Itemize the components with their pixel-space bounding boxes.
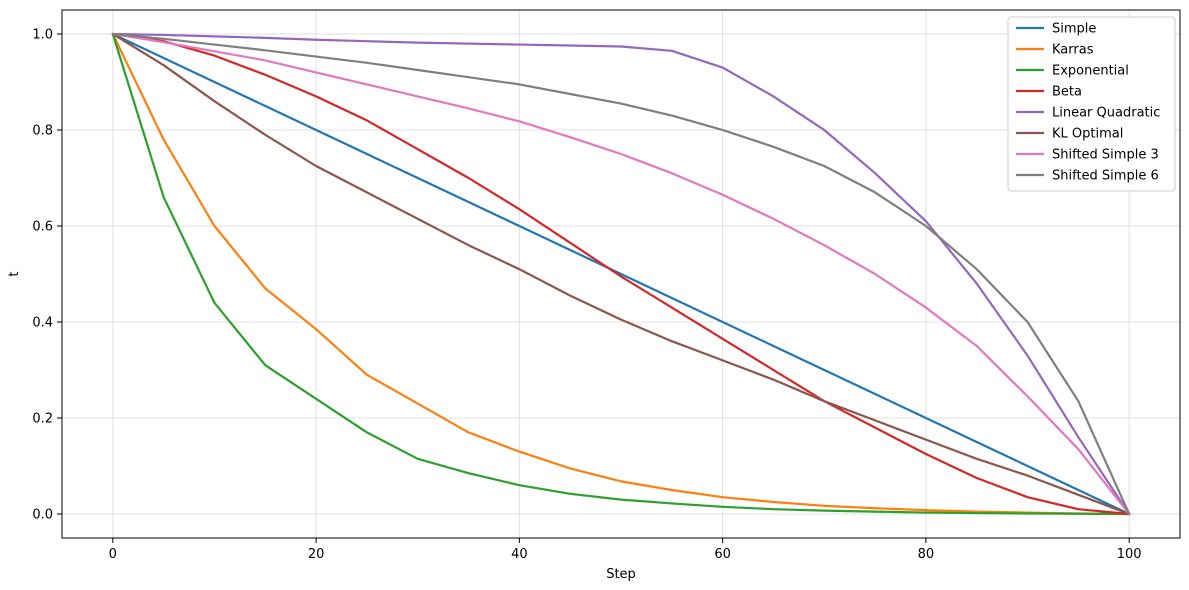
x-tick-label: 0 [109, 547, 117, 562]
x-axis-label: Step [606, 567, 636, 582]
series-line-shifted-simple-3 [111, 32, 1131, 516]
legend-label: Shifted Simple 6 [1052, 169, 1159, 184]
legend-box [1007, 16, 1176, 192]
legend-label: Linear Quadratic [1052, 106, 1160, 121]
series-line-linear-quadratic [111, 32, 1131, 516]
series-line-shifted-simple-6 [111, 32, 1131, 516]
x-tick-label: 100 [1117, 547, 1142, 562]
legend-label: Karras [1052, 43, 1094, 58]
y-tick-label: 0.4 [32, 316, 53, 331]
plot-frame [61, 9, 1181, 539]
x-axis: 0 20 40 60 80 100 [109, 538, 1142, 562]
legend: Simple Karras Exponential Beta Linear Quadra… [1007, 16, 1176, 192]
y-tick-label: 0.6 [32, 220, 53, 235]
x-tick-label: 20 [308, 547, 325, 562]
y-tick-label: 0.8 [32, 124, 53, 139]
y-axis-label: t [7, 271, 22, 276]
x-tick-label: 80 [918, 547, 935, 562]
y-tick-label: 0.0 [32, 508, 53, 523]
y-axis: 0.0 0.2 0.4 0.6 0.8 1.0 [32, 28, 62, 523]
legend-label: Simple [1052, 22, 1096, 37]
series-line-beta [111, 32, 1131, 516]
series-line-karras [111, 32, 1131, 516]
series-line-kl-optimal [111, 32, 1131, 516]
legend-label: KL Optimal [1052, 127, 1123, 142]
y-tick-label: 0.2 [32, 412, 53, 427]
y-tick-label: 1.0 [32, 28, 53, 43]
x-tick-label: 60 [714, 547, 731, 562]
series-line-exponential [111, 32, 1131, 516]
series-layer [111, 32, 1131, 516]
legend-label: Shifted Simple 3 [1052, 148, 1159, 163]
series-line-simple [111, 32, 1131, 516]
legend-label: Beta [1052, 85, 1082, 100]
x-tick-label: 40 [511, 547, 528, 562]
legend-label: Exponential [1052, 64, 1129, 79]
